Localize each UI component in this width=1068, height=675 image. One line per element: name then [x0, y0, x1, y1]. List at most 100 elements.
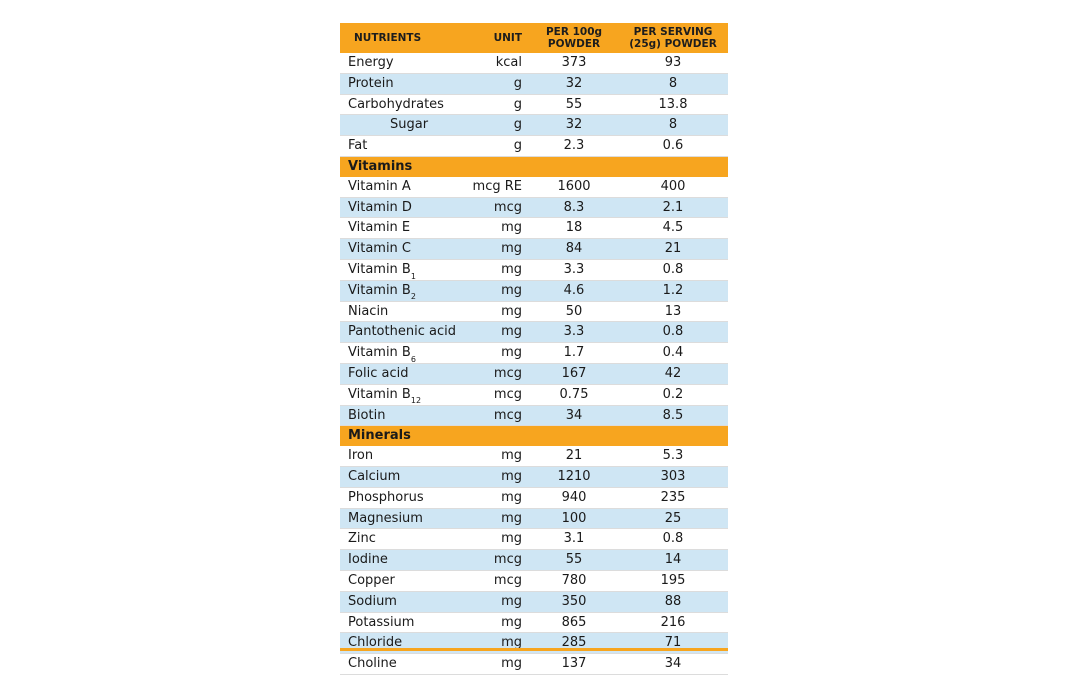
value-per-100g: 32	[530, 73, 618, 95]
table-header-row: NUTRIENTS UNIT PER 100g POWDER PER SERVI…	[340, 23, 728, 53]
nutrient-name: Vitamin B6	[340, 342, 460, 364]
nutrient-name-text: Vitamin B	[348, 282, 411, 298]
nutrient-name-text: Vitamin E	[348, 220, 411, 236]
nutrient-unit: mg	[460, 342, 530, 364]
nutrient-name: Fat	[340, 135, 460, 157]
table-row: Niacin mg 50 13	[340, 301, 728, 323]
value-per-100g: 1.7	[530, 342, 618, 364]
value-per-serving: 0.4	[618, 342, 728, 364]
value-per-serving: 4.5	[618, 217, 728, 240]
value-per-serving: 0.8	[618, 528, 728, 551]
nutrient-unit: mg	[460, 301, 530, 323]
value-per-serving: 34	[618, 653, 728, 675]
nutrient-name-text: Fat	[348, 138, 368, 154]
section-title: Minerals	[340, 425, 728, 447]
nutrient-name-text: Copper	[348, 572, 395, 588]
nutrient-name-text: Protein	[348, 75, 394, 91]
nutrient-unit: g	[460, 94, 530, 116]
value-per-serving: 216	[618, 612, 728, 634]
table-row: Vitamin B12 mcg 0.75 0.2	[340, 384, 728, 406]
value-per-serving: 0.8	[618, 259, 728, 281]
nutrient-unit: mg	[460, 446, 530, 467]
value-per-serving: 0.6	[618, 135, 728, 157]
nutrient-name-text: Niacin	[348, 303, 389, 319]
value-per-100g: 32	[530, 114, 618, 137]
value-per-serving: 0.8	[618, 321, 728, 344]
value-per-serving: 21	[618, 238, 728, 260]
header-nutrients: NUTRIENTS	[340, 23, 460, 53]
value-per-100g: 137	[530, 653, 618, 675]
nutrient-unit: g	[460, 114, 530, 137]
nutrient-unit: mg	[460, 591, 530, 613]
value-per-serving: 8	[618, 73, 728, 95]
nutrient-unit: mcg	[460, 197, 530, 219]
nutrient-unit: mg	[460, 280, 530, 302]
nutrient-unit: mg	[460, 238, 530, 260]
value-per-100g: 21	[530, 446, 618, 467]
value-per-100g: 18	[530, 217, 618, 240]
nutrient-name: Pantothenic acid	[340, 321, 460, 344]
nutrient-unit: mcg	[460, 405, 530, 427]
value-per-serving: 400	[618, 176, 728, 198]
table-row: Vitamin A mcg RE 1600 400	[340, 176, 728, 198]
table-row: Copper mcg 780 195	[340, 570, 728, 592]
value-per-100g: 8.3	[530, 197, 618, 219]
value-per-100g: 3.1	[530, 528, 618, 551]
nutrient-unit: mcg	[460, 570, 530, 592]
value-per-100g: 50	[530, 301, 618, 323]
nutrient-name-text: Vitamin B	[348, 345, 411, 361]
table-row: Vitamin B2 mg 4.6 1.2	[340, 280, 728, 302]
table-row: Carbohydrates g 55 13.8	[340, 94, 728, 116]
nutrient-unit: mcg RE	[460, 176, 530, 198]
nutrient-name-text: Chloride	[348, 635, 403, 651]
nutrient-unit: mg	[460, 528, 530, 551]
nutrient-name-text: Energy	[348, 55, 394, 70]
nutrient-name: Vitamin C	[340, 238, 460, 260]
nutrient-name: Biotin	[340, 405, 460, 427]
nutrient-subscript: 2	[410, 292, 416, 302]
nutrient-unit: mg	[460, 217, 530, 240]
value-per-serving: 93	[618, 53, 728, 74]
value-per-serving: 5.3	[618, 446, 728, 467]
table-row: Magnesium mg 100 25	[340, 508, 728, 530]
value-per-serving: 1.2	[618, 280, 728, 302]
table-row: Vitamin C mg 84 21	[340, 238, 728, 260]
nutrient-name-text: Folic acid	[348, 365, 409, 381]
nutrient-subscript: 6	[410, 354, 416, 364]
value-per-serving: 13.8	[618, 94, 728, 116]
nutrient-name-text: Vitamin C	[348, 241, 412, 257]
table-row: Sodium mg 350 88	[340, 591, 728, 613]
table-row: Pantothenic acid mg 3.3 0.8	[340, 321, 728, 344]
nutrient-name-text: Iron	[348, 448, 374, 464]
nutrient-unit: mg	[460, 653, 530, 675]
value-per-100g: 100	[530, 508, 618, 530]
nutrient-name-text: Carbohydrates	[348, 96, 444, 112]
nutrient-unit: mg	[460, 487, 530, 509]
nutrient-unit: kcal	[460, 53, 530, 74]
nutrient-name: Vitamin B2	[340, 280, 460, 302]
nutrient-unit: g	[460, 73, 530, 95]
table-row: Biotin mcg 34 8.5	[340, 405, 728, 427]
nutrient-name-text: Calcium	[348, 468, 401, 484]
header-unit: UNIT	[460, 23, 530, 53]
nutrient-name-text: Vitamin A	[348, 178, 411, 194]
value-per-100g: 1210	[530, 466, 618, 488]
nutrient-name-text: Pantothenic acid	[348, 324, 456, 340]
value-per-100g: 167	[530, 363, 618, 385]
header-per-100g-line1: PER 100g	[545, 26, 603, 38]
nutrient-name: Iodine	[340, 549, 460, 571]
nutrient-name: Vitamin A	[340, 176, 460, 198]
nutrient-unit: mg	[460, 612, 530, 634]
table-row: Fat g 2.3 0.6	[340, 135, 728, 157]
header-per-100g: PER 100g POWDER	[530, 23, 618, 53]
nutrient-name-text: Sodium	[348, 593, 397, 609]
value-per-serving: 88	[618, 591, 728, 613]
nutrient-name: Calcium	[340, 466, 460, 488]
table-row: Potassium mg 865 216	[340, 612, 728, 634]
table-row: Vitamin E mg 18 4.5	[340, 217, 728, 240]
table-row: Phosphorus mg 940 235	[340, 487, 728, 509]
table-row: Vitamin D mcg 8.3 2.1	[340, 197, 728, 219]
nutrient-unit: g	[460, 135, 530, 157]
nutrient-unit: mcg	[460, 384, 530, 406]
nutrient-name: Vitamin B12	[340, 384, 460, 406]
